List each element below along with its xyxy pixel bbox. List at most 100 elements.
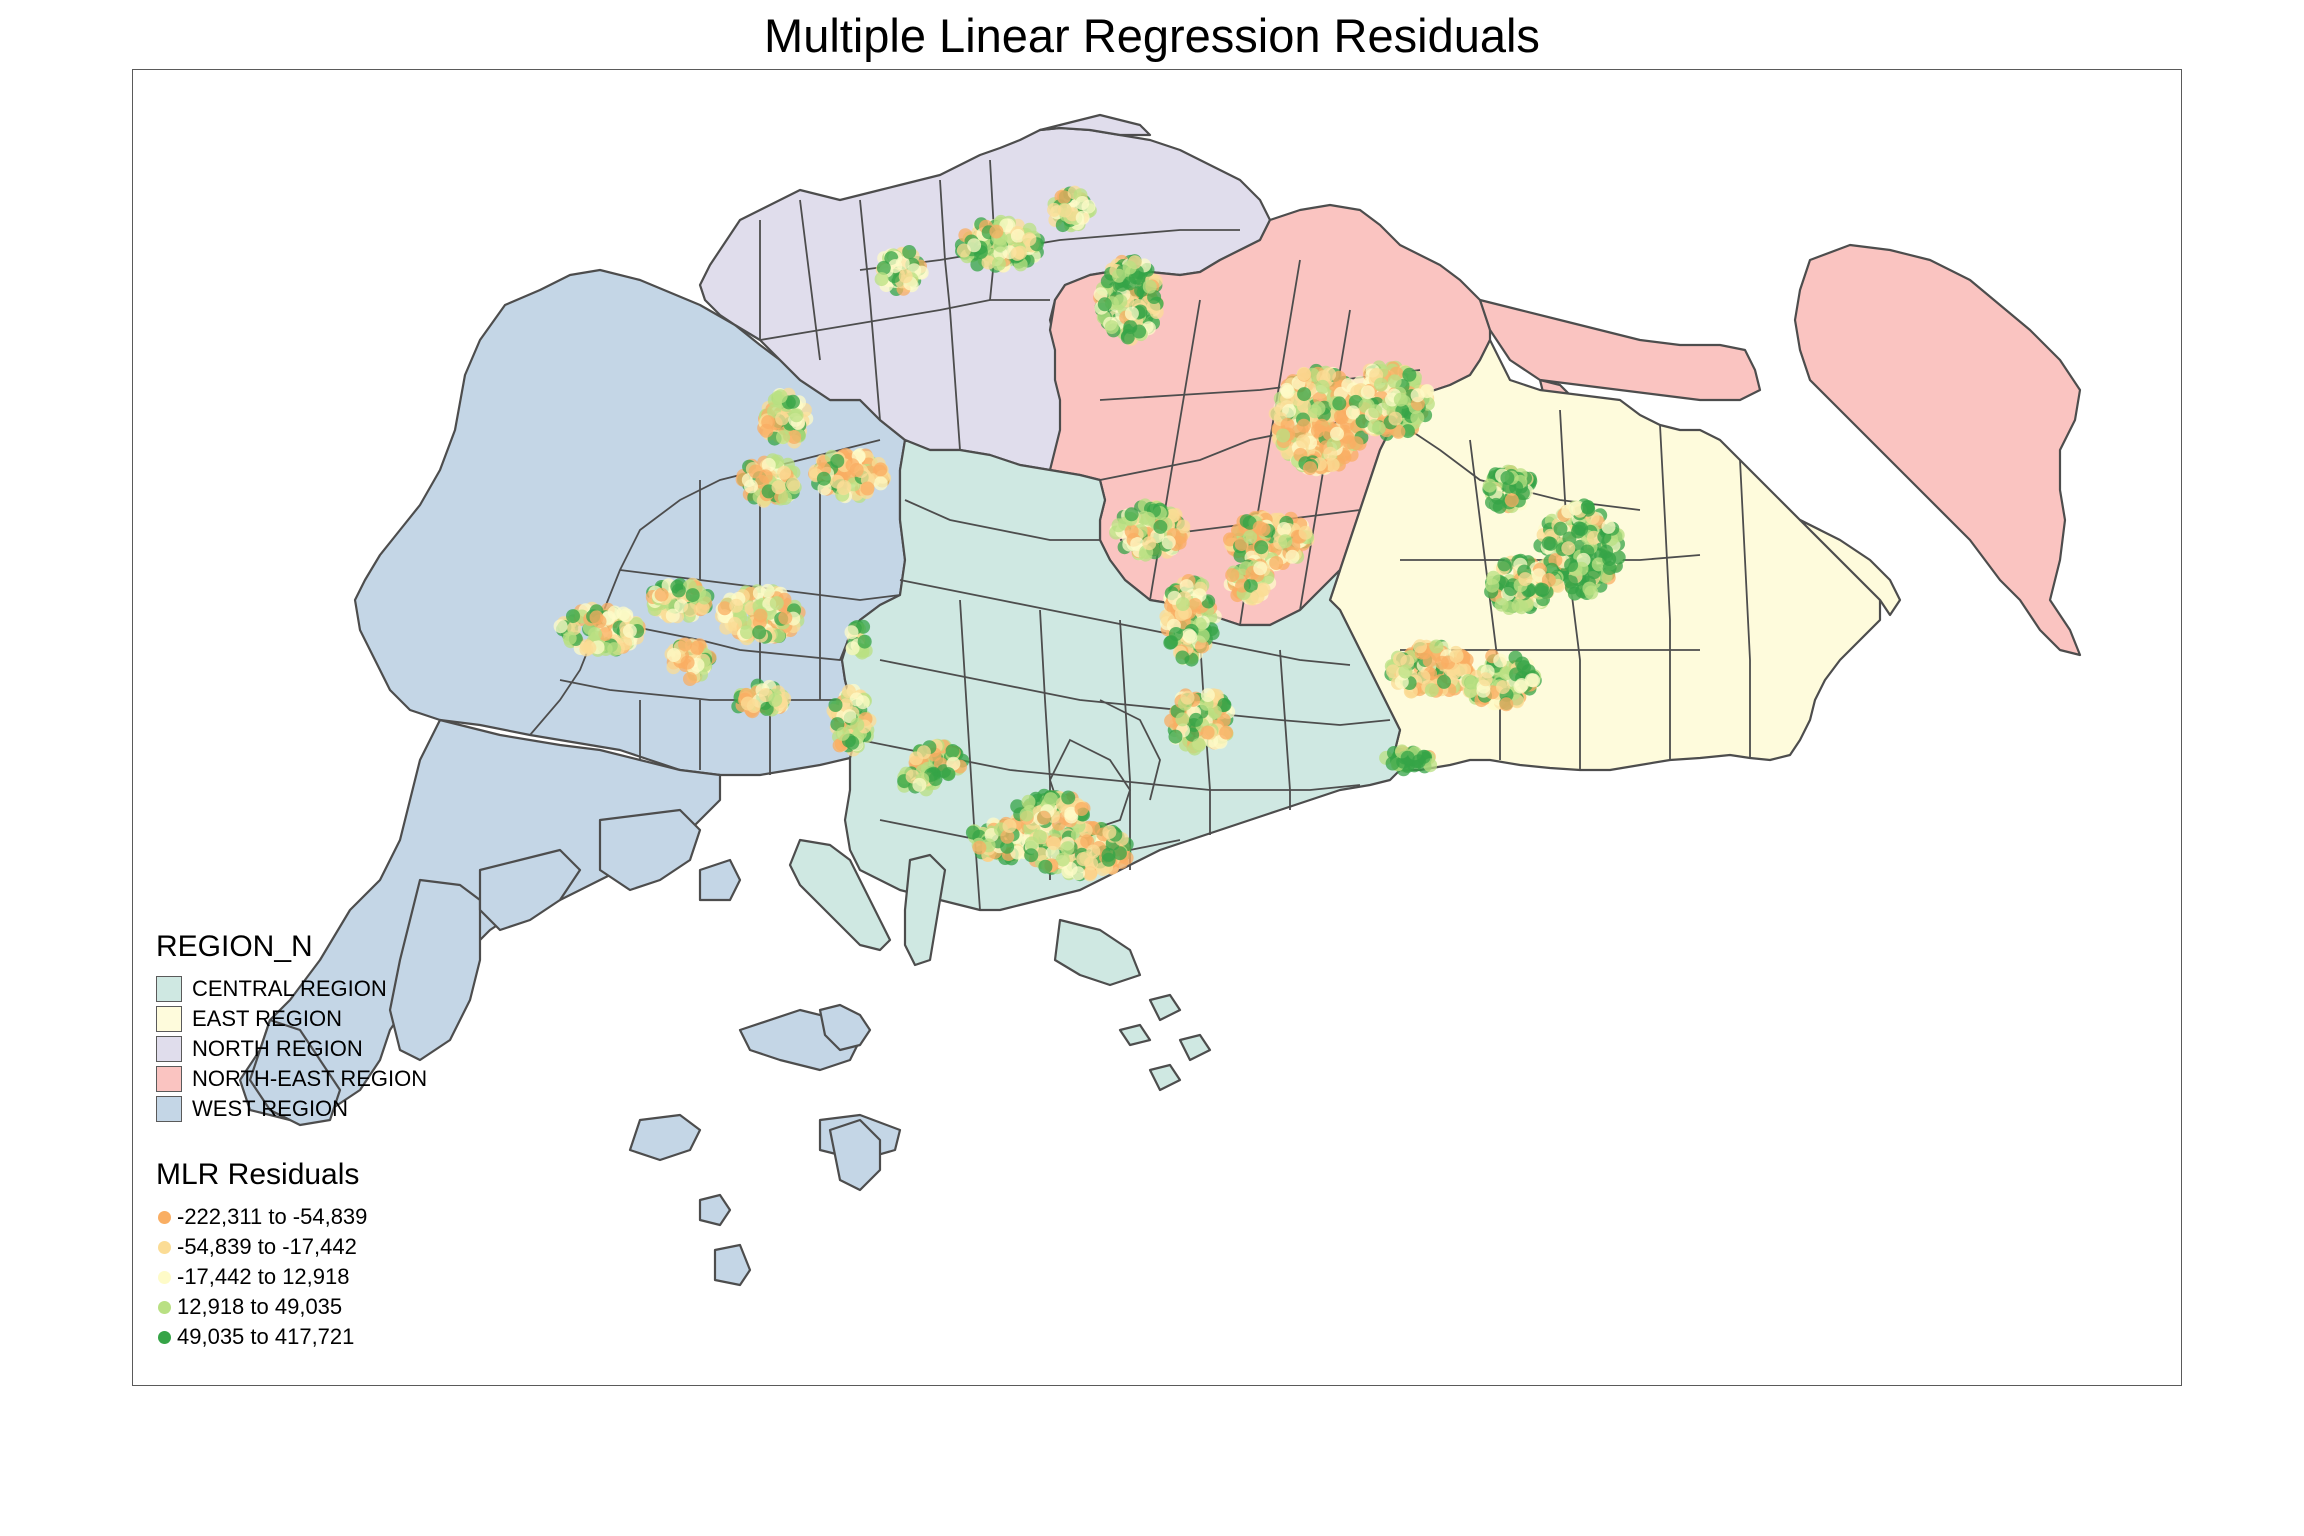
residual-point	[607, 642, 622, 657]
east-swatch	[156, 1006, 182, 1032]
residual-point	[1561, 541, 1576, 556]
residual-point	[778, 610, 793, 625]
residual-point	[1337, 450, 1352, 465]
residual-point	[1315, 379, 1330, 394]
residual-point	[830, 454, 845, 468]
residual-point	[680, 655, 695, 670]
residual-point	[1061, 790, 1076, 805]
residual-point	[1250, 589, 1265, 604]
residual-point	[1285, 549, 1300, 564]
legend-item-residual: -54,839 to -17,442	[156, 1232, 367, 1262]
legend-label: NORTH REGION	[192, 1036, 363, 1061]
residual-point	[618, 636, 633, 651]
residual-point	[1478, 672, 1493, 687]
residual-point	[1057, 203, 1072, 218]
residual-point	[1568, 501, 1583, 516]
residual-point	[589, 610, 604, 625]
residual-point	[1124, 524, 1139, 539]
residual-point	[740, 625, 754, 640]
residual-point	[566, 609, 580, 624]
residual-point	[1075, 196, 1090, 210]
residual-point	[683, 672, 697, 686]
residual-point	[1509, 667, 1524, 682]
residual-point	[746, 699, 761, 713]
residual-point	[667, 648, 681, 662]
residual-legend: MLR Residuals -222,311 to -54,839 -54,83…	[156, 1158, 367, 1352]
residual-point	[1195, 639, 1209, 654]
residual-point	[816, 471, 831, 486]
legend-label: 12,918 to 49,035	[177, 1294, 343, 1319]
residual-dot-icon	[158, 1270, 171, 1284]
residual-point	[1416, 749, 1431, 764]
west-region	[238, 268, 907, 1287]
residual-point	[941, 767, 956, 782]
residual-point	[786, 477, 801, 492]
residual-point	[1161, 535, 1176, 550]
residual-point	[619, 608, 634, 623]
legend-label: NORTH-EAST REGION	[192, 1066, 428, 1091]
residual-point	[1200, 725, 1215, 740]
residual-point	[1254, 540, 1269, 555]
residual-point	[1123, 320, 1138, 334]
residual-point	[1541, 573, 1556, 587]
residual-point	[789, 408, 804, 423]
residual-point	[1010, 246, 1025, 261]
residual-point	[1476, 683, 1491, 698]
residual-point	[1080, 834, 1095, 849]
residual-points	[553, 185, 1626, 882]
residual-point	[1086, 844, 1101, 859]
residual-point	[1153, 519, 1168, 534]
residual-point	[1100, 274, 1115, 289]
legend-item-west: WEST REGION	[156, 1094, 427, 1124]
residual-point	[1124, 507, 1139, 522]
residual-point	[588, 627, 602, 641]
residual-point	[1485, 578, 1500, 593]
residual-point	[690, 640, 705, 655]
legend-label: WEST REGION	[192, 1096, 349, 1121]
residual-point	[760, 583, 775, 598]
legend-item-residual: 12,918 to 49,035	[156, 1292, 367, 1322]
residual-point	[717, 601, 732, 616]
residual-point	[1219, 725, 1234, 740]
residual-point	[1060, 841, 1075, 856]
residual-point	[1332, 396, 1347, 411]
residual-point	[1518, 572, 1533, 587]
residual-point	[849, 692, 864, 707]
residual-point	[553, 619, 568, 634]
residual-point	[1386, 664, 1401, 679]
residual-point	[777, 465, 792, 480]
residual-point	[1200, 688, 1215, 703]
legend-item-residual: -17,442 to 12,918	[156, 1262, 367, 1292]
residual-point	[857, 634, 872, 649]
residual-point	[1075, 210, 1090, 225]
residual-point	[1142, 279, 1157, 294]
residual-point	[1217, 697, 1232, 712]
residual-point	[845, 735, 860, 750]
residual-point	[1280, 417, 1295, 432]
residual-point	[1402, 367, 1417, 382]
residual-point	[1191, 738, 1206, 752]
legend-label: -222,311 to -54,839	[177, 1204, 368, 1229]
residual-point	[1553, 521, 1568, 536]
residual-point	[1310, 423, 1325, 438]
residual-point	[598, 627, 613, 642]
residual-point	[1276, 428, 1291, 443]
residual-point	[828, 698, 843, 712]
residual-point	[1330, 426, 1344, 441]
residual-point	[860, 481, 875, 496]
residual-point	[1000, 829, 1015, 844]
north-swatch	[156, 1036, 182, 1062]
residual-point	[1563, 574, 1578, 589]
residual-point	[850, 717, 865, 732]
residual-point	[1571, 524, 1586, 539]
residual-dot-icon	[158, 1300, 171, 1314]
residual-point	[1388, 411, 1403, 426]
residual-point	[1368, 404, 1383, 419]
legend-item-east: EAST REGION	[156, 1004, 427, 1034]
residual-point	[1233, 548, 1248, 563]
residual-point	[1043, 792, 1058, 807]
residual-point	[671, 583, 686, 598]
residual-point	[989, 224, 1004, 239]
residual-point	[1514, 600, 1529, 615]
